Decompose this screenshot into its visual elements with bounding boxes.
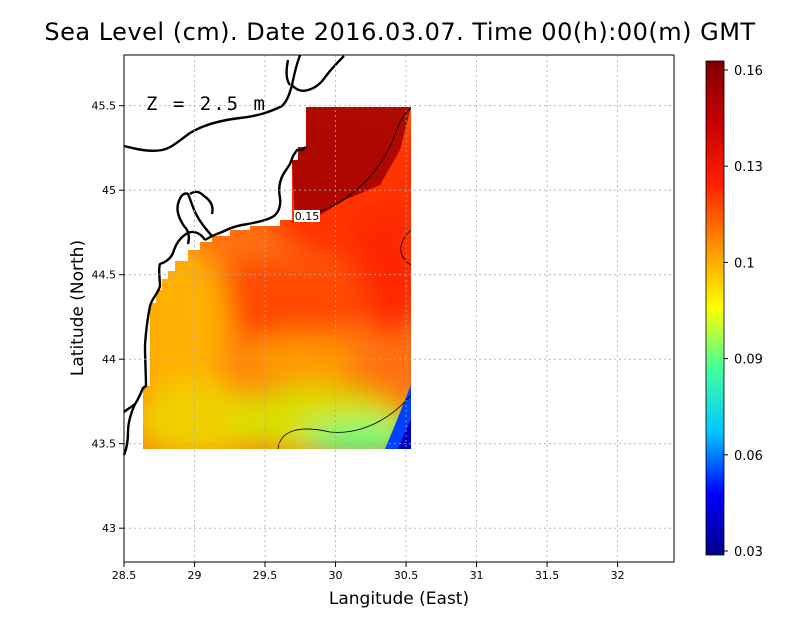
colorbar bbox=[705, 60, 725, 556]
x-tick-label: 30.5 bbox=[394, 569, 419, 582]
contour-label: 0.15 bbox=[295, 210, 320, 223]
colorbar-tick-label: 0.1 bbox=[734, 256, 755, 271]
field-max-region bbox=[292, 107, 411, 222]
colorbar-tick-label: 0.16 bbox=[734, 64, 763, 79]
colorbar-tick-label: 0.13 bbox=[734, 160, 763, 175]
x-tick-label: 31.5 bbox=[535, 569, 560, 582]
field-blob-mid bbox=[240, 335, 360, 385]
x-tick-label: 29 bbox=[188, 569, 202, 582]
colorbar-tick-label: 0.03 bbox=[734, 545, 763, 560]
y-tick-label: 44 bbox=[102, 353, 116, 366]
coastline-south bbox=[122, 403, 137, 456]
coastline-inlet bbox=[176, 192, 213, 245]
contour-label-box bbox=[294, 210, 320, 222]
coastline bbox=[122, 54, 345, 456]
y-tick-label: 45 bbox=[102, 184, 116, 197]
x-axis-label: Langitude (East) bbox=[328, 589, 470, 609]
coastline-lagoon bbox=[123, 230, 207, 413]
field-blob-center bbox=[190, 260, 370, 340]
y-axis-label: Latitude (North) bbox=[68, 239, 88, 377]
colorbar-tick-label: 0.09 bbox=[734, 353, 763, 368]
field-blob-southeast bbox=[305, 422, 411, 449]
y-tick-label: 43.5 bbox=[92, 438, 117, 451]
colorbar-tick-label: 0.06 bbox=[734, 449, 763, 464]
colorbar-ticks: 0.16 0.13 0.1 0.09 0.06 0.03 bbox=[724, 64, 763, 560]
field-blob-southwest bbox=[143, 380, 270, 449]
depth-annotation: Z = 2.5 m bbox=[146, 93, 267, 115]
plot-frame bbox=[123, 54, 675, 563]
axis-ticks: 28.5 29 29.5 30 30.5 31 31.5 32 43 43.5 44 44.5 45 45… bbox=[92, 100, 625, 582]
y-tick-label: 43 bbox=[102, 522, 116, 535]
contour-line-east bbox=[400, 229, 411, 266]
coastline-delta bbox=[204, 146, 307, 242]
x-tick-label: 30 bbox=[329, 569, 343, 582]
chart-title: Sea Level (cm). Date 2016.03.07. Time 00… bbox=[44, 18, 756, 46]
coastline-island bbox=[285, 59, 292, 86]
contour-line-south bbox=[277, 394, 411, 449]
x-tick-label: 28.5 bbox=[112, 569, 137, 582]
coastline-north-branch bbox=[291, 55, 345, 92]
field-min-region-inner bbox=[398, 420, 411, 449]
x-tick-label: 29.5 bbox=[253, 569, 278, 582]
y-tick-label: 44.5 bbox=[92, 269, 117, 282]
grid-lines bbox=[124, 55, 674, 562]
x-tick-label: 31 bbox=[470, 569, 484, 582]
y-tick-label: 45.5 bbox=[92, 100, 117, 113]
x-tick-label: 32 bbox=[611, 569, 625, 582]
field-min-region bbox=[385, 385, 411, 449]
